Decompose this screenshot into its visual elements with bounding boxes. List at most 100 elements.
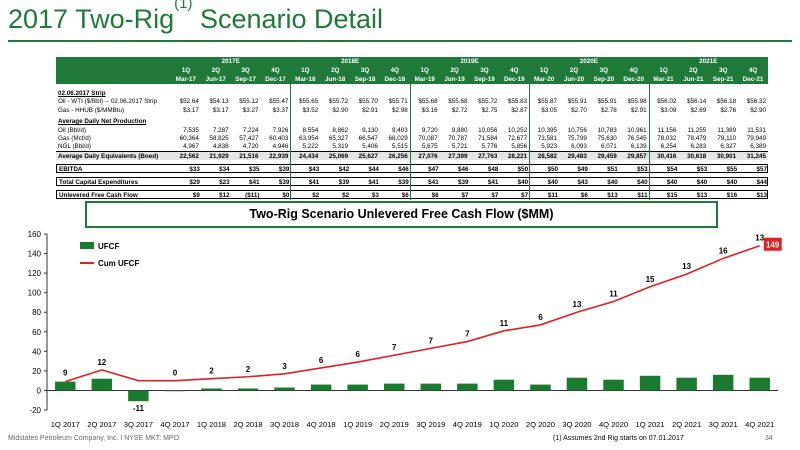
ufcf-data-label: 6 [355,350,360,359]
table-cell: $40 [607,179,618,186]
table-cell: 28,221 [507,152,528,160]
table-cell: $11 [547,192,559,199]
row-label: Total Capital Expenditures [59,179,138,186]
table-cell: 76,545 [627,135,647,142]
strip-header-row: 02.06.2017 Strip [56,89,768,98]
ufcf-bar [383,383,405,391]
table-cell: $40 [696,179,708,186]
table-cell: 4,946 [272,143,289,150]
table-cell: 25,069 [328,152,349,160]
table-cell: 31,245 [746,152,766,160]
ufcf-bar [566,377,588,391]
table-cell: 60,403 [269,135,289,142]
table-cell: 22,939 [269,152,289,160]
x-tick-label: 3Q 2017 [124,420,153,429]
table-cell: $40 [637,179,648,186]
legend-ufcf-label: UFCF [98,242,119,251]
y-tick-label: 20 [32,367,41,376]
table-cell: $6 [580,192,588,199]
table-cell: 29,857 [627,152,647,160]
table-cell: $3.52 [302,106,319,114]
table-cell: 25,627 [358,152,378,160]
table-cell: $52.64 [179,98,199,105]
table-cell: 7,535 [183,127,199,134]
table-cell: 8,554 [302,127,319,134]
table-cell: 4,720 [242,143,259,150]
cum-ufcf-line [65,244,760,383]
ufcf-bar [201,388,222,391]
quarter-header: 3Q [719,67,728,74]
date-header: Sep-18 [354,76,376,83]
table-cell: $54.13 [209,98,229,105]
table-cell: $12 [219,192,230,199]
table-cell: $3.17 [183,106,199,114]
table-row: EBITDA $33 $34 $35 $39 $43 $42 $44 $46 $47 $46 $48 $… [56,164,768,173]
year-separator [290,57,292,200]
year-header: 2019E [460,58,479,65]
table-cell: 7,287 [212,127,229,134]
table-cell: $0 [282,192,290,199]
table-cell: $13 [696,192,708,199]
table-cell: $2.70 [571,106,587,114]
table-cell: $13 [607,192,618,199]
table-cell: 7,224 [242,127,259,134]
table-cell: 6,139 [630,143,647,150]
ufcf-data-label: 13 [755,234,764,243]
date-header: Mar-18 [295,76,316,83]
table-cell: 66,547 [358,135,378,142]
x-tick-label: 4Q 2020 [599,420,628,429]
table-cell: $35 [249,166,260,173]
quarter-header: 1Q [181,67,191,74]
table-cell: 9,880 [451,127,468,134]
date-header: Dec-17 [265,76,286,83]
table-cell: 79,110 [717,135,737,142]
quarter-header: 1Q [539,67,549,74]
ufcf-data-label: 16 [719,246,728,255]
ufcf-data-label: 2 [246,365,251,374]
table-cell: $40 [726,179,738,186]
table-cell: 5,721 [451,143,468,150]
table-cell: 11,531 [747,127,766,134]
x-tick-label: 4Q 2018 [307,420,336,429]
table-cell: $3 [371,192,379,199]
table-cell: $2.90 [750,106,766,114]
table-cell: $7 [521,192,529,199]
x-tick-label: 1Q 2018 [197,420,226,429]
table-cell: 30,416 [657,152,677,160]
table-cell: 70,787 [448,135,468,142]
table-cell: 7,926 [272,127,289,134]
table-cell: $3.05 [541,106,558,114]
table-cell: 5,222 [302,143,319,150]
table-cell: $7 [491,192,499,199]
year-separator [409,57,411,200]
date-header: Jun-19 [444,76,465,83]
production-header-row: Average Daily Net Production [56,117,768,126]
table-cell: $42 [338,166,350,173]
table-cell: $55.47 [269,98,289,105]
date-header: Dec-18 [384,76,406,83]
table-cell: $3.37 [272,106,289,114]
table-cell: $6 [401,192,409,199]
table-cell: $3.09 [660,106,677,114]
table-cell: 9,720 [421,127,438,134]
table-cell: 70,087 [418,135,438,142]
table-cell: $2.69 [690,106,707,114]
table-cell: $2 [312,192,320,199]
quarter-header: 2Q [211,67,220,74]
table-cell: 5,406 [362,143,378,150]
table-row: Average Daily Equivalents (Boed) 22,562 21… [56,150,768,160]
table-cell: 22,562 [179,152,199,160]
table-year-header: 2017E 2018E 2019E 2020E 2021E [56,57,768,66]
y-tick-label: 80 [32,308,41,317]
ufcf-data-label: 11 [609,289,618,298]
table-cell: $55.98 [627,98,647,105]
date-header: Sep-21 [712,76,734,83]
y-tick-label: -20 [29,406,41,415]
table-cell: $16 [726,192,738,199]
quarter-header: 3Q [599,67,609,74]
title-divider [8,40,792,42]
ufcf-data-label: 2 [209,367,214,376]
table-cell: 30,618 [687,152,707,160]
table-cell: 5,675 [421,143,438,150]
